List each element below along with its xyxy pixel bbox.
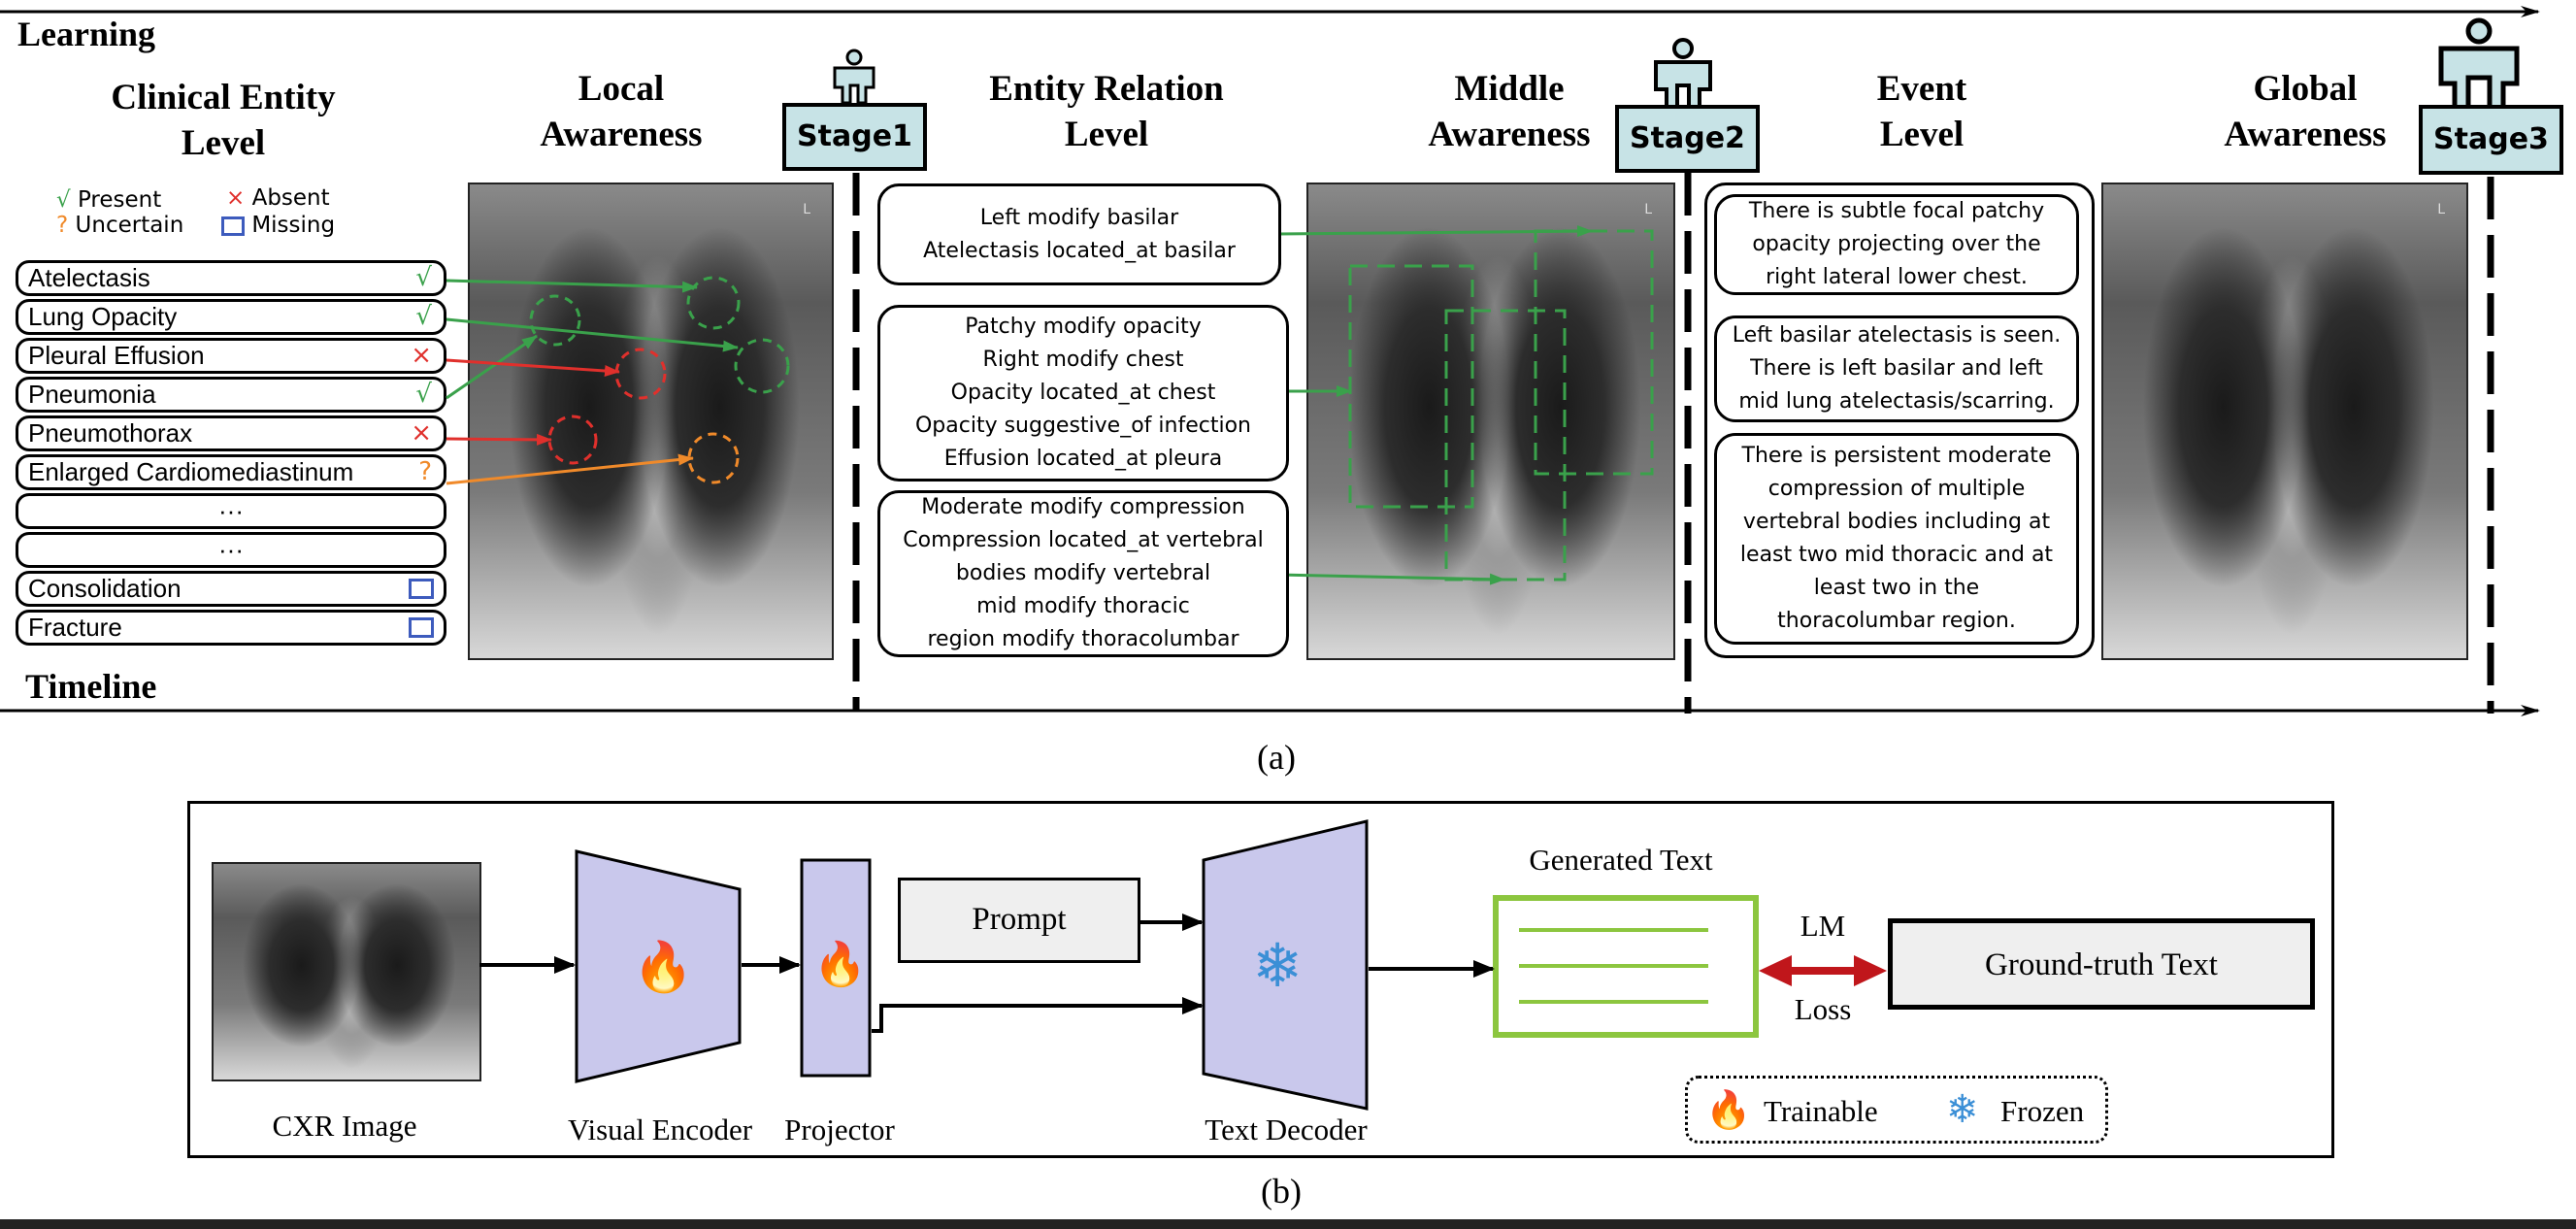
ground-truth-block: Ground-truth Text — [1888, 918, 2315, 1010]
projector-shape — [800, 858, 872, 1078]
learning-label: Learning — [17, 15, 156, 53]
text-decoder-shape — [1202, 819, 1369, 1111]
lm-label: LM — [1800, 909, 1846, 943]
pipeline-panel — [187, 801, 2334, 1158]
header-entity-relation-level: Entity Relation Level — [989, 69, 1224, 154]
pneumothorax-arrow — [446, 433, 552, 446]
event-box-3: There is persistent moderate compression … — [1714, 433, 2079, 645]
cardiomediastinum-arrow — [446, 453, 694, 485]
caption-a: (a) — [1257, 738, 1296, 777]
snowflake-icon: ❄ — [1252, 930, 1303, 1001]
stage2-badge: Stage2 — [1615, 105, 1760, 173]
absent-icon: × — [411, 418, 432, 448]
pneumonia-arrow — [446, 334, 538, 400]
flame-icon: 🔥 — [813, 941, 867, 988]
uncertain-icon: ? — [418, 457, 432, 486]
missing-icon — [409, 579, 434, 599]
finding-circle — [734, 338, 790, 394]
entity-row-pneumothorax: Pneumothorax × — [16, 415, 446, 451]
legend-trainable-label: Trainable — [1764, 1094, 1878, 1128]
absent-icon: × — [226, 185, 246, 211]
region-box — [1444, 309, 1567, 581]
cxr-image-label: CXR Image — [272, 1109, 417, 1143]
legend-absent-label: Absent — [251, 185, 330, 211]
entity-row-pleural-effusion: Pleural Effusion × — [16, 338, 446, 374]
visual-encoder-shape — [575, 849, 742, 1083]
finding-circle — [529, 294, 581, 347]
region-box — [1534, 229, 1654, 476]
finding-circle — [687, 432, 740, 484]
lung-opacity-arrow — [446, 317, 739, 352]
present-icon: √ — [56, 187, 71, 213]
legend-missing-label: Missing — [251, 213, 336, 238]
person-icon-stage1 — [833, 49, 875, 105]
entity-row-pneumonia: Pneumonia √ — [16, 377, 446, 413]
entity-row-atelectasis: Atelectasis √ — [16, 260, 446, 296]
finding-circle — [614, 348, 667, 400]
entity-row-ellipsis: ··· — [16, 532, 446, 568]
person-icon-stage3 — [2438, 17, 2520, 109]
relation-box-3: Moderate modify compression Compression l… — [877, 490, 1289, 657]
prompt-block: Prompt — [898, 878, 1140, 963]
header-clinical-entity-level: Clinical Entity Level — [111, 78, 336, 163]
caption-b: (b) — [1261, 1172, 1302, 1211]
stage3-badge: Stage3 — [2419, 105, 2563, 175]
trainable-frozen-legend: 🔥 Trainable ❄ Frozen — [1685, 1076, 2108, 1144]
flame-icon: 🔥 — [633, 940, 694, 994]
present-icon: √ — [415, 302, 432, 331]
event-box-2: Left basilar atelectasis is seen. There i… — [1714, 316, 2079, 422]
entity-row-ellipsis: ··· — [16, 493, 446, 529]
legend-frozen-label: Frozen — [2000, 1094, 2085, 1128]
atelectasis-arrow — [446, 279, 698, 293]
relation-arrow — [1276, 573, 1505, 585]
flame-icon: 🔥 — [1705, 1090, 1752, 1131]
entity-row-enlarged-cardiomediastinum: Enlarged Cardiomediastinum ? — [16, 454, 446, 490]
legend-present-label: Present — [77, 187, 162, 213]
absent-icon: × — [411, 341, 432, 370]
event-container — [1704, 183, 2095, 658]
present-icon: √ — [415, 380, 432, 409]
event-box-1: There is subtle focal patchy opacity proj… — [1714, 194, 2079, 295]
stage1-badge: Stage1 — [782, 103, 927, 171]
relation-box-1: Left modify basilar Atelectasis located_a… — [877, 183, 1281, 285]
missing-icon — [409, 617, 434, 638]
header-middle-awareness: Middle Awareness — [1428, 69, 1591, 154]
cxr-image — [212, 862, 481, 1081]
generated-text-label: Generated Text — [1529, 843, 1713, 877]
finding-circle — [686, 276, 741, 330]
entity-row-consolidation: Consolidation — [16, 571, 446, 607]
relation-arrow — [1276, 225, 1593, 238]
arrow-projector-decoder — [872, 997, 1204, 1033]
header-global-awareness: Global Awareness — [2224, 69, 2387, 154]
text-decoder-label: Text Decoder — [1205, 1113, 1368, 1146]
xray-global: L — [2101, 183, 2468, 660]
legend-uncertain-label: Uncertain — [75, 213, 184, 238]
present-icon: √ — [415, 263, 432, 292]
person-icon-stage2 — [1654, 38, 1712, 111]
header-event-level: Event Level — [1876, 69, 1967, 154]
snowflake-icon: ❄ — [1946, 1087, 1979, 1132]
timeline-label: Timeline — [25, 667, 157, 706]
pleural-effusion-arrow — [446, 358, 620, 377]
uncertain-icon: ? — [56, 213, 69, 238]
entity-row-fracture: Fracture — [16, 610, 446, 646]
visual-encoder-label: Visual Encoder — [567, 1113, 753, 1146]
entity-row-lung-opacity: Lung Opacity √ — [16, 299, 446, 335]
relation-box-2: Patchy modify opacity Right modify chest O… — [877, 305, 1289, 482]
missing-icon — [221, 216, 245, 236]
xray-local: L — [468, 183, 834, 660]
projector-label: Projector — [784, 1113, 895, 1146]
header-local-awareness: Local Awareness — [540, 69, 703, 154]
loss-label: Loss — [1794, 992, 1852, 1026]
finding-circle — [547, 415, 598, 465]
